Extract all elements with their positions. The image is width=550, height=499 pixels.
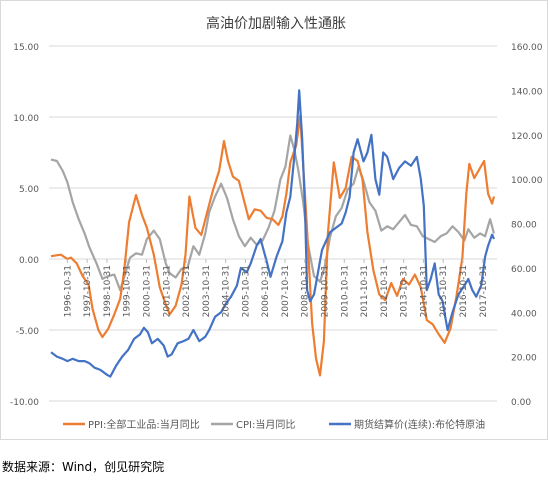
x-tick-label: 1998-10-31 <box>103 265 113 317</box>
x-tick-label: 2017-10-31 <box>479 265 489 317</box>
x-tick-label: 2008-10-31 <box>301 265 311 317</box>
x-tick-label: 2010-10-31 <box>340 265 350 317</box>
chart-svg: 高油价加剧输入性通胀 -10.00 -5.00 0.00 5.00 10.00 15.00… <box>10 15 543 431</box>
x-tick-label: 2004-10-31 <box>222 265 232 317</box>
right-y-axis: 0.00 20.00 40.00 60.00 80.00 100.00 120.00 140.… <box>511 43 543 408</box>
right-tick-label: 0.00 <box>511 398 531 408</box>
chart-frame: 高油价加剧输入性通胀 -10.00 -5.00 0.00 5.00 10.00 15.00… <box>0 0 548 440</box>
legend-label: CPI:当月同比 <box>236 418 295 431</box>
x-tick-label: 1999-10-31 <box>123 265 133 317</box>
chart-title: 高油价加剧输入性通胀 <box>206 15 346 32</box>
right-tick-label: 120.00 <box>511 132 543 142</box>
left-tick-label: 5.00 <box>19 185 39 195</box>
x-tick-label: 2014-10-31 <box>419 265 429 317</box>
right-tick-label: 80.00 <box>511 221 537 231</box>
source-note: 数据来源：Wind，创见研究院 <box>2 460 165 474</box>
series-line <box>50 134 496 292</box>
x-tick-label: 2013-10-31 <box>400 265 410 317</box>
x-tick-label: 2009-10-31 <box>321 265 331 317</box>
x-tick-label: 2003-10-31 <box>202 265 212 317</box>
left-tick-label: 0.00 <box>19 256 39 266</box>
x-tick-label: 2001-10-31 <box>162 265 172 317</box>
series-line <box>50 89 496 378</box>
right-tick-label: 60.00 <box>511 265 537 275</box>
x-tick-label: 2015-10-31 <box>439 265 449 317</box>
x-tick-label: 2000-10-31 <box>143 265 153 317</box>
left-y-axis: -10.00 -5.00 0.00 5.00 10.00 15.00 <box>10 43 39 408</box>
x-tick-label: 2002-10-31 <box>182 265 192 317</box>
right-tick-label: 160.00 <box>511 43 543 53</box>
series-line <box>50 114 496 377</box>
legend: PPI:全部工业品:当月同比 CPI:当月同比 期货结算价(连续):布伦特原油 <box>63 418 485 431</box>
left-tick-label: 10.00 <box>13 114 39 124</box>
legend-label: 期货结算价(连续):布伦特原油 <box>354 418 485 431</box>
right-tick-label: 100.00 <box>511 176 543 186</box>
right-tick-label: 40.00 <box>511 309 537 319</box>
left-tick-label: -5.00 <box>16 327 40 337</box>
x-tick-label: 2011-10-31 <box>360 265 370 317</box>
x-tick-label: 2016-10-31 <box>459 265 469 317</box>
gridlines <box>49 45 497 402</box>
x-tick-label: 2006-10-31 <box>261 265 271 317</box>
x-tick-label: 2012-10-31 <box>380 265 390 317</box>
legend-label: PPI:全部工业品:当月同比 <box>88 418 200 431</box>
left-tick-label: -10.00 <box>10 398 39 408</box>
series-lines <box>50 89 496 378</box>
right-tick-label: 140.00 <box>511 87 543 97</box>
x-tick-label: 2007-10-31 <box>281 265 291 317</box>
x-axis: 1996-10-31 1997-10-31 1998-10-31 1999-10-31… <box>63 259 489 317</box>
right-tick-label: 20.00 <box>511 354 537 364</box>
x-tick-label: 1996-10-31 <box>63 265 73 317</box>
left-tick-label: 15.00 <box>13 43 39 53</box>
x-tick-label: 2005-10-31 <box>241 265 251 317</box>
x-tick-label: 1997-10-31 <box>83 265 93 317</box>
